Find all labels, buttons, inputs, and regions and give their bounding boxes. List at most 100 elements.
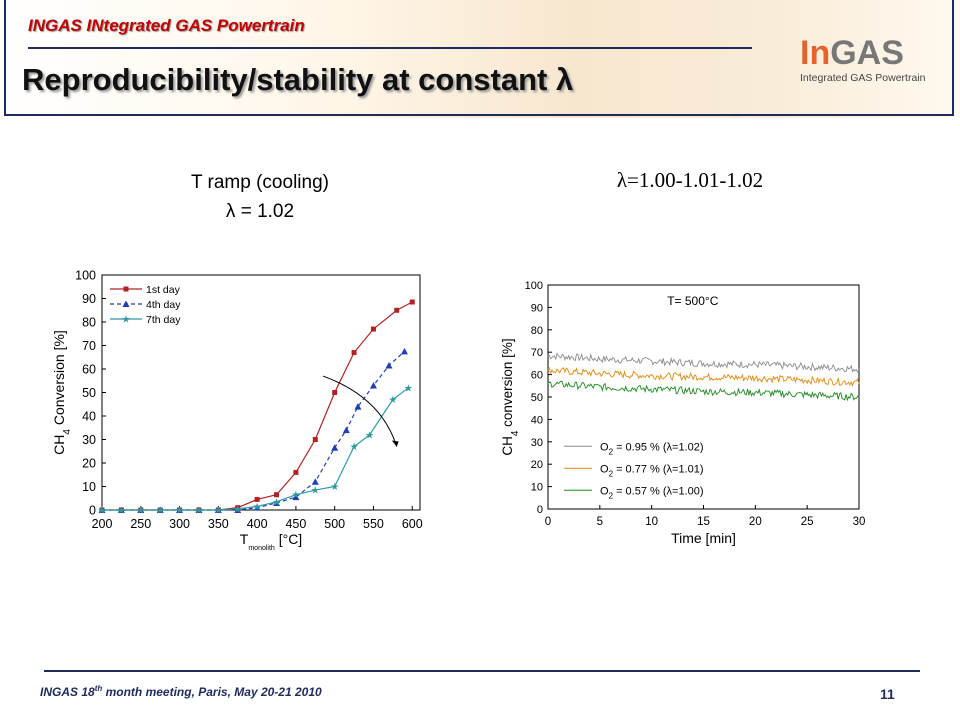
logo-wordmark: InGAS xyxy=(800,34,904,72)
legend-marker: ★ xyxy=(122,315,131,326)
footer-meeting: INGAS 18th month meeting, Paris, May 20-… xyxy=(40,684,322,699)
data-point: ★ xyxy=(404,383,413,394)
y-tick-label: 90 xyxy=(82,292,96,306)
data-point xyxy=(806,379,808,381)
series-line-3 xyxy=(102,387,409,511)
legend-label: O2 = 0.77 % (λ=1.01) xyxy=(600,463,704,478)
data-point xyxy=(806,394,808,396)
right-chart-subtitle: λ=1.00-1.01-1.02 xyxy=(616,168,764,192)
y-tick-label: 70 xyxy=(531,347,543,359)
x-tick-label: 30 xyxy=(853,516,866,528)
x-tick-label: 20 xyxy=(749,516,762,528)
y-tick-label: 20 xyxy=(82,457,96,471)
data-point xyxy=(754,363,756,366)
y-tick-label: 30 xyxy=(531,437,543,449)
series-line-2 xyxy=(102,350,405,511)
data-point xyxy=(369,381,377,389)
y-axis-label: CH4 conversion [%] xyxy=(500,338,521,455)
x-tick-label: 600 xyxy=(402,517,423,531)
data-point xyxy=(234,506,242,513)
data-point xyxy=(254,496,260,502)
data-point xyxy=(293,469,299,475)
x-tick-label: 300 xyxy=(169,517,190,531)
data-point xyxy=(547,354,549,357)
time-stability-chart: 0 5 10 15 20 25 30 0 10 20 30 40 50 60 70 80 90 100 CH4 co… xyxy=(500,280,866,546)
legend-marker xyxy=(122,300,130,307)
data-point xyxy=(311,478,319,485)
header-band xyxy=(0,0,960,118)
data-point xyxy=(385,361,393,369)
data-point xyxy=(547,369,549,371)
y-tick-label: 10 xyxy=(82,480,96,494)
data-point: ★ xyxy=(291,490,300,501)
y-tick-label: 40 xyxy=(82,410,96,424)
x-tick-label: 0 xyxy=(545,516,551,528)
data-point xyxy=(274,492,280,498)
data-point xyxy=(858,396,860,398)
data-point: ★ xyxy=(214,506,223,517)
data-point: ★ xyxy=(156,506,165,517)
data-point xyxy=(394,307,400,313)
x-tick-label: 550 xyxy=(363,517,384,531)
legend-label: 7th day xyxy=(146,314,181,326)
x-tick-label: 200 xyxy=(92,517,113,531)
data-point xyxy=(599,386,601,388)
y-tick-label: 0 xyxy=(89,504,96,518)
y-tick-label: 10 xyxy=(531,482,543,494)
ingas-logo: InGAS Integrated GAS Powertrain xyxy=(800,34,940,84)
data-point xyxy=(702,390,705,392)
data-point xyxy=(332,390,338,395)
series-trace-3 xyxy=(547,380,860,402)
data-point xyxy=(292,493,300,501)
y-tick-label: 30 xyxy=(82,433,96,447)
data-point xyxy=(702,376,705,378)
y-tick-label: 80 xyxy=(531,325,543,337)
x-tick-label: 250 xyxy=(130,517,151,531)
y-tick-label: 40 xyxy=(531,414,543,426)
data-point: ★ xyxy=(388,395,397,406)
data-point xyxy=(312,437,318,442)
y-tick-label: 60 xyxy=(531,370,543,382)
data-point xyxy=(599,358,601,360)
x-tick-label: 15 xyxy=(697,516,710,528)
project-name: INGAS INtegrated GAS Powertrain xyxy=(28,16,305,35)
legend-label: O2 = 0.57 % (λ=1.00) xyxy=(600,485,704,500)
x-tick-label: 350 xyxy=(208,517,229,531)
series-line-1 xyxy=(102,301,413,511)
data-point xyxy=(754,377,756,379)
data-point: ★ xyxy=(233,504,242,515)
header-divider xyxy=(28,47,752,49)
data-point xyxy=(253,504,261,511)
x-tick-label: 10 xyxy=(645,516,658,528)
y-tick-label: 60 xyxy=(82,363,96,377)
left-subtitle-line2: λ = 1.02 xyxy=(225,201,295,222)
trend-arrow xyxy=(322,375,398,447)
plot-frame xyxy=(547,284,860,510)
data-point xyxy=(754,391,756,394)
data-point: ★ xyxy=(350,442,359,453)
logo-tagline: Integrated GAS Powertrain xyxy=(800,72,926,84)
legend-label: 1st day xyxy=(146,284,181,296)
data-point: ★ xyxy=(272,497,281,508)
data-point: ★ xyxy=(365,430,374,441)
temperature-ramp-chart: 200 250 300 350 400 450 500 550 600 0 10 20 30 40 50 60… xyxy=(51,269,423,553)
data-point xyxy=(354,403,362,410)
header-frame xyxy=(4,0,954,116)
y-tick-label: 50 xyxy=(82,386,96,400)
y-tick-label: 0 xyxy=(537,504,543,516)
data-point xyxy=(351,350,357,356)
footer-divider xyxy=(44,670,920,672)
data-point xyxy=(342,426,350,434)
legend-label: O2 = 0.95 % (λ=1.02) xyxy=(600,441,704,456)
x-axis-label: Time [min] xyxy=(671,530,736,546)
data-point: ★ xyxy=(311,486,320,497)
data-point: ★ xyxy=(330,482,339,493)
y-tick-label: 20 xyxy=(531,459,543,471)
data-point xyxy=(806,366,808,368)
y-tick-label: 70 xyxy=(82,339,96,353)
legend-marker xyxy=(123,286,129,292)
data-point xyxy=(273,499,281,506)
data-point: ★ xyxy=(253,502,262,513)
data-point: ★ xyxy=(98,506,107,517)
data-point: ★ xyxy=(117,506,126,517)
